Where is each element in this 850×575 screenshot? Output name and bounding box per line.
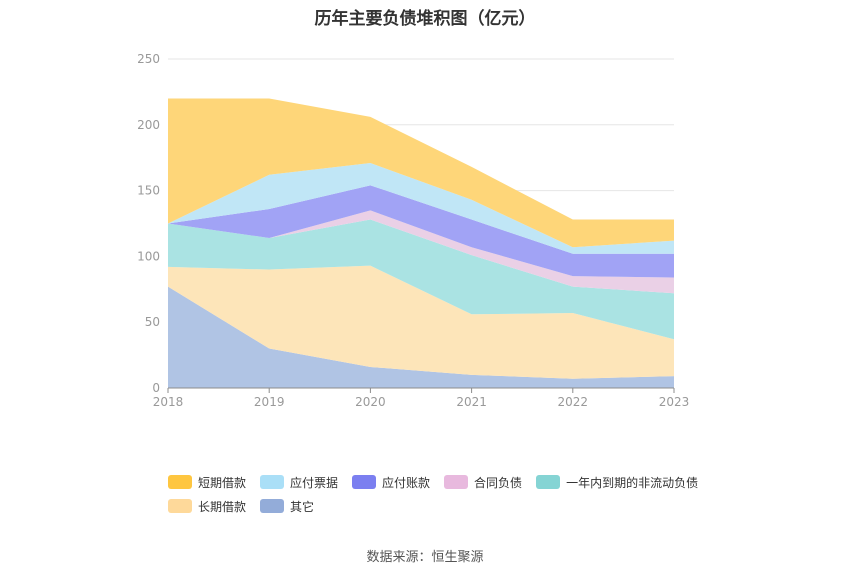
y-tick-label: 50 — [145, 315, 160, 329]
legend-swatch — [536, 475, 561, 489]
legend-item[interactable]: 应付账款 — [352, 474, 430, 491]
area-短期借款 — [168, 98, 674, 248]
chart-title: 历年主要负债堆积图（亿元） — [314, 9, 536, 29]
legend-item[interactable]: 短期借款 — [168, 474, 246, 491]
data-source: 数据来源：恒生聚源 — [366, 550, 484, 565]
y-tick-label: 250 — [137, 52, 160, 66]
x-tick-label: 2023 — [659, 395, 690, 409]
legend-item[interactable]: 应付票据 — [260, 474, 338, 491]
legend-item[interactable]: 一年内到期的非流动负债 — [536, 474, 698, 491]
legend-label: 应付票据 — [290, 475, 339, 490]
area-应付票据 — [168, 162, 674, 254]
x-tick-label: 2019 — [254, 395, 285, 409]
x-tick-label: 2022 — [558, 395, 589, 409]
area-应付账款 — [168, 185, 674, 278]
legend-item[interactable]: 长期借款 — [168, 498, 246, 515]
legend-item[interactable]: 合同负债 — [444, 474, 522, 491]
legend-label: 一年内到期的非流动负债 — [566, 475, 699, 490]
legend-swatch — [260, 475, 285, 489]
x-tick-label: 2020 — [355, 395, 386, 409]
y-tick-label: 0 — [152, 381, 160, 395]
legend-item[interactable]: 其它 — [260, 498, 314, 515]
y-tick-label: 150 — [137, 184, 160, 198]
axes: 0 50 100 150 200 250 2018 2019 2020 2021 2022 2023 — [137, 52, 689, 409]
legend-label: 短期借款 — [198, 475, 247, 490]
legend-label: 其它 — [290, 499, 315, 514]
legend-row: 长期借款 其它 — [168, 494, 728, 518]
y-tick-label: 100 — [137, 249, 160, 263]
legend-swatch — [168, 499, 192, 513]
area-其它 — [168, 286, 674, 388]
y-tick-label: 200 — [137, 118, 160, 132]
area-一年内到期的非流动负债 — [168, 219, 674, 340]
area-长期借款 — [168, 265, 674, 379]
area-合同负债 — [168, 210, 674, 294]
area-series — [168, 98, 674, 388]
legend-label: 应付账款 — [382, 475, 431, 490]
legend-swatch — [168, 475, 192, 489]
x-tick-label: 2018 — [153, 395, 184, 409]
legend-swatch — [444, 475, 469, 489]
legend: 短期借款 应付票据 应付账款 合同负债 一年内到期的非流动负债长期借款 其它 — [168, 470, 728, 518]
legend-label: 长期借款 — [198, 499, 247, 514]
legend-swatch — [260, 499, 285, 513]
legend-swatch — [352, 475, 377, 489]
legend-row: 短期借款 应付票据 应付账款 合同负债 一年内到期的非流动负债 — [168, 470, 728, 494]
legend-label: 合同负债 — [474, 475, 523, 490]
x-tick-label: 2021 — [456, 395, 487, 409]
